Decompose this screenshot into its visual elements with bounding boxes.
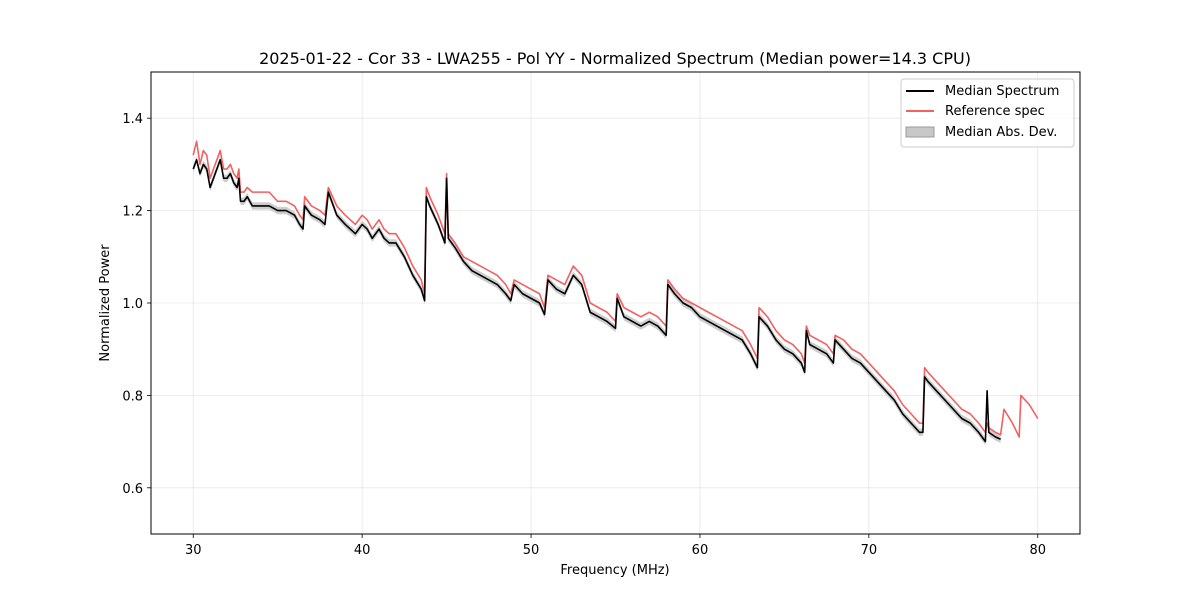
legend-mad-label: Median Abs. Dev.: [945, 125, 1057, 140]
x-tick-label: 60: [692, 543, 709, 558]
legend-box: [900, 78, 1075, 148]
reference-spec-layer: [192, 140, 1039, 438]
y-tick-label: 0.8: [122, 389, 143, 404]
y-tick-label: 1.0: [122, 297, 143, 312]
x-axis-ticks: 30 40 50 60 70 80: [185, 534, 1046, 558]
x-tick-label: 80: [1029, 543, 1046, 558]
median-spectrum-line: [192, 158, 1001, 443]
legend-mad-swatch: [905, 126, 935, 138]
x-tick-label: 30: [185, 543, 202, 558]
legend-median-label: Median Spectrum: [945, 84, 1059, 99]
y-axis-ticks: 0.6 0.8 1.0 1.2 1.4: [122, 112, 151, 497]
legend-reference-label: Reference spec: [945, 104, 1045, 119]
x-tick-label: 70: [861, 543, 878, 558]
y-tick-label: 0.6: [122, 482, 143, 497]
y-tick-label: 1.2: [122, 205, 143, 220]
x-tick-label: 40: [354, 543, 371, 558]
median-spectrum-layer: [192, 158, 1001, 443]
chart-title: 2025-01-22 - Cor 33 - LWA255 - Pol YY - …: [259, 49, 971, 68]
reference-spec-line: [192, 140, 1039, 438]
y-tick-label: 1.4: [122, 112, 143, 127]
legend: Median Spectrum Reference spec Median Ab…: [900, 78, 1075, 148]
x-tick-label: 50: [523, 543, 540, 558]
x-axis-label: Frequency (MHz): [560, 563, 669, 578]
y-axis-label: Normalized Power: [98, 244, 113, 362]
